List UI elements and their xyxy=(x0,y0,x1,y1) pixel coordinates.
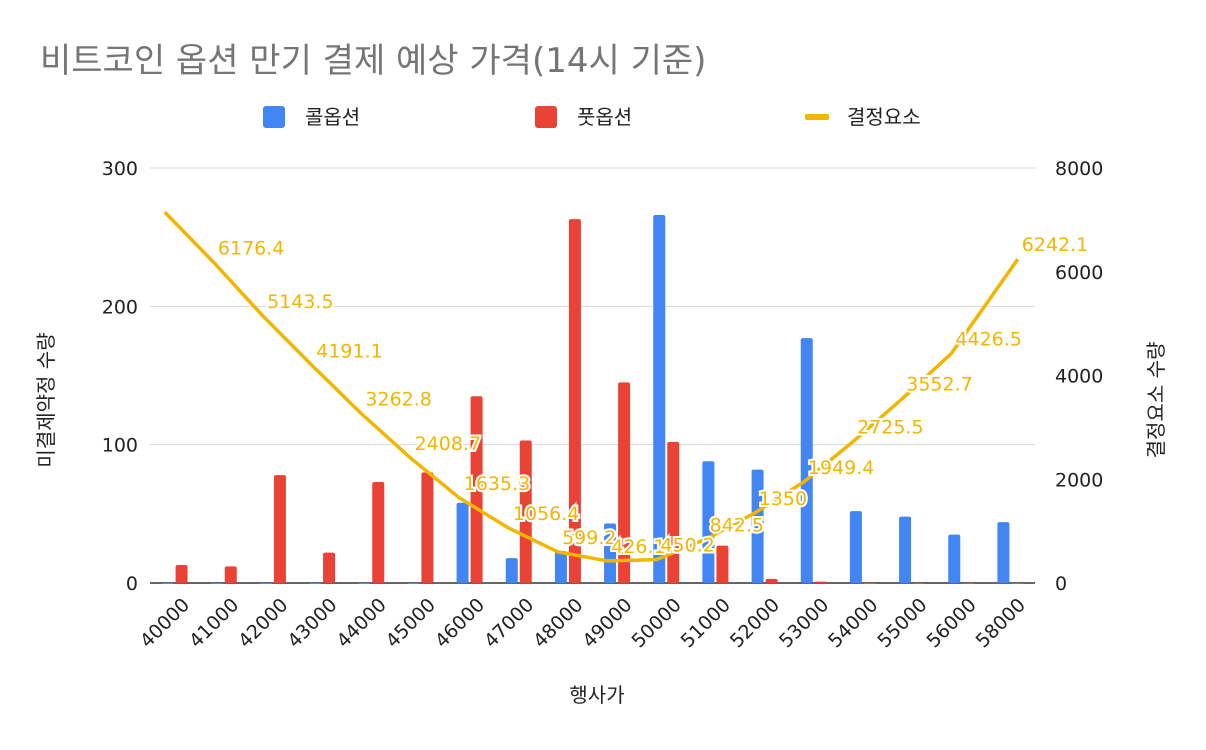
y-axis-title: 미결제약정 수량 xyxy=(34,332,58,467)
bar-put xyxy=(1011,583,1024,584)
bar-put xyxy=(470,396,483,583)
bar-put xyxy=(421,472,434,583)
bar-call xyxy=(849,511,862,583)
bar-call xyxy=(899,516,912,583)
bar-call xyxy=(309,583,322,584)
bar-call xyxy=(997,522,1010,583)
line-data-label: 426.1 xyxy=(611,536,665,558)
bar-put xyxy=(618,382,631,583)
x-tick-label: 50000 xyxy=(627,594,685,652)
x-tick-label: 44000 xyxy=(332,594,390,652)
line-data-label: 1635.3 xyxy=(464,473,530,495)
bar-call xyxy=(554,551,567,583)
line-data-label: 4191.1 xyxy=(316,341,382,363)
y2-axis-title: 결정요소 수량 xyxy=(1144,342,1168,459)
x-tick-label: 52000 xyxy=(726,594,784,652)
line-decision-factor xyxy=(163,210,1020,563)
line-layer: 6176.4 5143.5 4191.1 3262.8 2408.7 1635.3 1056… xyxy=(163,210,1090,563)
bar-put xyxy=(962,583,975,584)
line-data-label: 3552.7 xyxy=(906,374,972,396)
legend-swatch xyxy=(263,106,285,128)
bar-put xyxy=(372,482,385,583)
x-tick-label: 53000 xyxy=(775,594,833,652)
bar-put xyxy=(323,552,336,583)
x-tick-label: 41000 xyxy=(185,594,243,652)
bar-put xyxy=(273,475,286,583)
bar-call xyxy=(800,338,813,583)
line-data-label: 6242.1 xyxy=(1022,234,1088,256)
legend-label: 결정요소 xyxy=(847,105,921,129)
line-data-label: 599.2 xyxy=(562,527,616,549)
x-tick-label: 48000 xyxy=(529,594,587,652)
line-data-label: 1949.4 xyxy=(808,457,874,479)
bar-call xyxy=(407,583,420,584)
x-axis-title: 행사가 xyxy=(569,683,624,707)
x-tick-label: 56000 xyxy=(922,594,980,652)
x-tick-label: 58000 xyxy=(972,594,1030,652)
legend: 콜옵션 풋옵션 결정요소 xyxy=(263,105,921,129)
y-tick-label: 100 xyxy=(102,435,138,457)
bar-put xyxy=(913,583,926,584)
x-tick-label: 46000 xyxy=(431,594,489,652)
bar-put xyxy=(519,440,532,583)
legend-label: 풋옵션 xyxy=(577,105,632,129)
bar-call xyxy=(505,558,518,583)
line-data-label: 6176.4 xyxy=(218,238,284,260)
x-tick-label: 40000 xyxy=(136,594,194,652)
bar-call xyxy=(456,502,469,583)
bar-put xyxy=(568,219,581,583)
y2-tick-label: 2000 xyxy=(1055,469,1103,491)
x-tick-label: 51000 xyxy=(677,594,735,652)
bar-call xyxy=(948,534,961,583)
legend-label: 콜옵션 xyxy=(305,105,360,129)
chart-title: 비트코인 옵션 만기 결제 예상 가격(14시 기준) xyxy=(40,41,706,81)
y2-tick-label: 6000 xyxy=(1055,262,1103,284)
legend-swatch xyxy=(805,114,829,120)
x-tick-label: 45000 xyxy=(382,594,440,652)
legend-swatch xyxy=(535,106,557,128)
y2-tick-label: 8000 xyxy=(1055,158,1103,180)
line-data-label: 3262.8 xyxy=(365,389,431,411)
line-data-label: 5143.5 xyxy=(267,291,333,313)
y-tick-label: 0 xyxy=(126,573,138,595)
y2-tick-label: 0 xyxy=(1055,573,1067,595)
bar-call xyxy=(604,523,617,583)
line-data-label: 4426.5 xyxy=(955,328,1021,350)
bars xyxy=(161,215,1024,584)
x-tick-label: 54000 xyxy=(824,594,882,652)
bar-call xyxy=(702,461,715,583)
y-tick-label: 200 xyxy=(102,296,138,318)
y-tick-label: 300 xyxy=(102,158,138,180)
x-tick-label: 55000 xyxy=(873,594,931,652)
bar-put xyxy=(716,545,729,583)
grid xyxy=(150,167,1035,584)
bar-put xyxy=(224,566,237,583)
x-tick-label: 43000 xyxy=(283,594,341,652)
line-data-label: 1056.4 xyxy=(513,503,579,525)
line-data-label: 450.2 xyxy=(660,535,714,557)
bar-put xyxy=(175,565,188,583)
bar-put xyxy=(814,581,827,583)
line-data-label: 1350 xyxy=(759,488,807,510)
line-data-label: 2408.7 xyxy=(415,433,481,455)
line-data-label: 2725.5 xyxy=(857,417,923,439)
bar-call xyxy=(751,469,764,583)
bar-put xyxy=(863,583,876,584)
bar-call xyxy=(653,215,666,584)
bar-call xyxy=(161,583,174,584)
x-tick-label: 42000 xyxy=(234,594,292,652)
bar-call xyxy=(358,583,371,584)
bar-put xyxy=(667,441,680,583)
bar-put xyxy=(765,578,778,583)
x-tick-label: 49000 xyxy=(578,594,636,652)
x-tick-label: 47000 xyxy=(480,594,538,652)
bar-call xyxy=(210,583,223,584)
line-data-label: 842.5 xyxy=(710,514,764,536)
bar-call xyxy=(259,583,272,584)
y2-tick-label: 4000 xyxy=(1055,366,1103,388)
